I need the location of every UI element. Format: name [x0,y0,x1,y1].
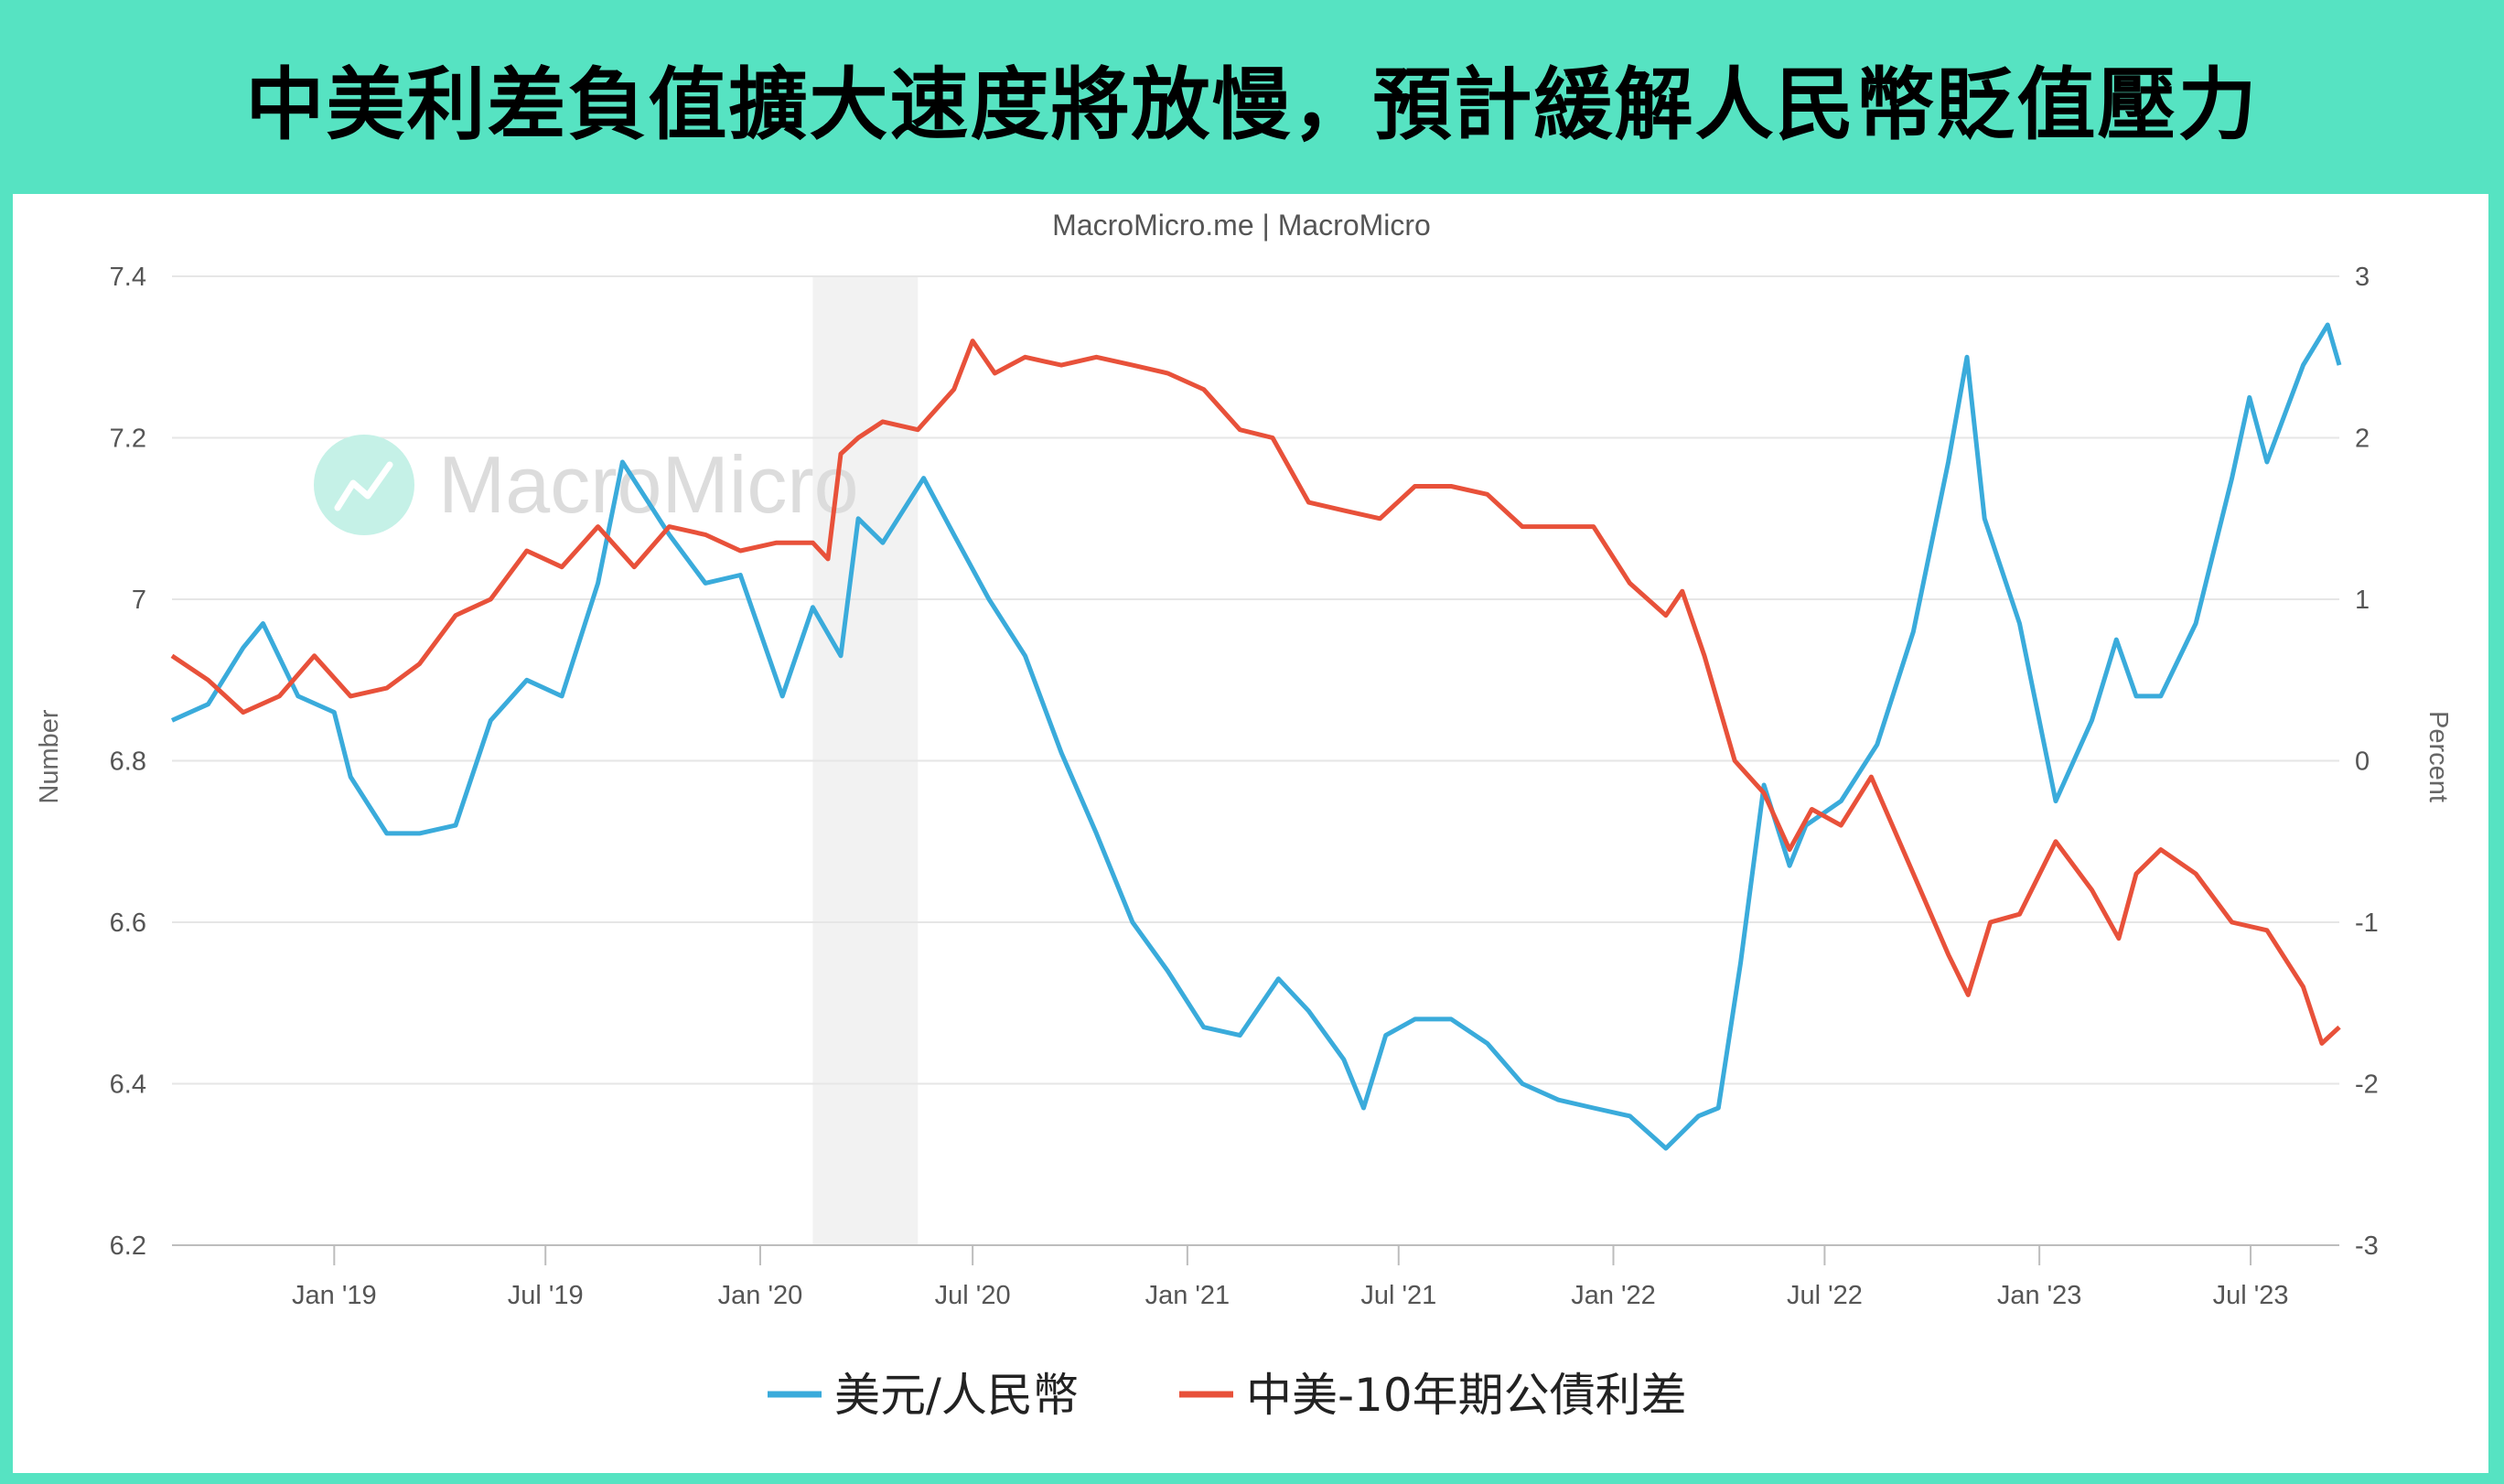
x-tick-label: Jul '21 [1360,1281,1436,1310]
watermark: MacroMicro [314,435,859,535]
x-tick-label: Jan '21 [1145,1281,1231,1310]
header-banner: 中美利差負值擴大速度將放慢，預計緩解人民幣貶值壓力 [0,0,2504,194]
x-tick-label: Jan '20 [718,1281,803,1310]
right-tick-label: 0 [2355,747,2370,777]
left-tick-label: 7.4 [110,263,146,292]
line-chart: MacroMicro MacroMicro.me | MacroMicro 7.… [35,209,2453,1422]
right-tick-label: 2 [2355,425,2370,454]
x-axis-ticks: Jan '19 Jul '19 Jan '20 Jul '20 Jan '21 Jul '… [292,1245,2289,1310]
chart-trend-icon-line [334,461,393,511]
chart-source: MacroMicro.me | MacroMicro [1052,209,1431,242]
left-tick-label: 6.4 [110,1070,146,1100]
x-tick-label: Jan '22 [1571,1281,1656,1310]
chart-trend-icon [314,435,414,535]
series-line-usdcny [170,322,2342,1151]
right-tick-label: 3 [2355,263,2370,292]
left-tick-label: 6.8 [110,747,146,777]
left-axis-ticks: 7.4 7.2 7 6.8 6.6 6.4 6.2 [110,263,146,1261]
x-tick-label: Jan '23 [1997,1281,2082,1310]
left-tick-label: 7 [132,586,146,615]
series-line-spread [170,339,2341,1046]
x-tick-label: Jan '19 [292,1281,377,1310]
page-title: 中美利差負值擴大速度將放慢，預計緩解人民幣貶值壓力 [245,59,2259,151]
right-axis-title: Percent [2423,711,2453,802]
chart-panel: MacroMicro MacroMicro.me | MacroMicro 7.… [13,194,2488,1473]
x-tick-label: Jul '23 [2213,1281,2289,1310]
x-tick-label: Jul '20 [935,1281,1011,1310]
legend-label-usdcny[interactable]: 美元/人民幣 [834,1369,1079,1422]
legend-label-spread[interactable]: 中美-10年期公債利差 [1246,1369,1687,1422]
left-tick-label: 7.2 [110,425,146,454]
right-tick-label: -1 [2355,909,2379,938]
right-tick-label: -2 [2355,1070,2379,1100]
x-tick-label: Jul '19 [508,1281,584,1310]
x-tick-label: Jul '22 [1787,1281,1863,1310]
watermark-text: MacroMicro [438,439,859,530]
right-tick-label: 1 [2355,586,2370,615]
left-tick-label: 6.6 [110,909,146,938]
gridlines [172,275,2339,1246]
right-axis-ticks: 3 2 1 0 -1 -2 -3 [2355,263,2379,1261]
left-tick-label: 6.2 [110,1231,146,1261]
legend[interactable]: 美元/人民幣 中美-10年期公債利差 [768,1369,1687,1422]
right-tick-label: -3 [2355,1231,2379,1261]
left-axis-title: Number [35,709,64,803]
